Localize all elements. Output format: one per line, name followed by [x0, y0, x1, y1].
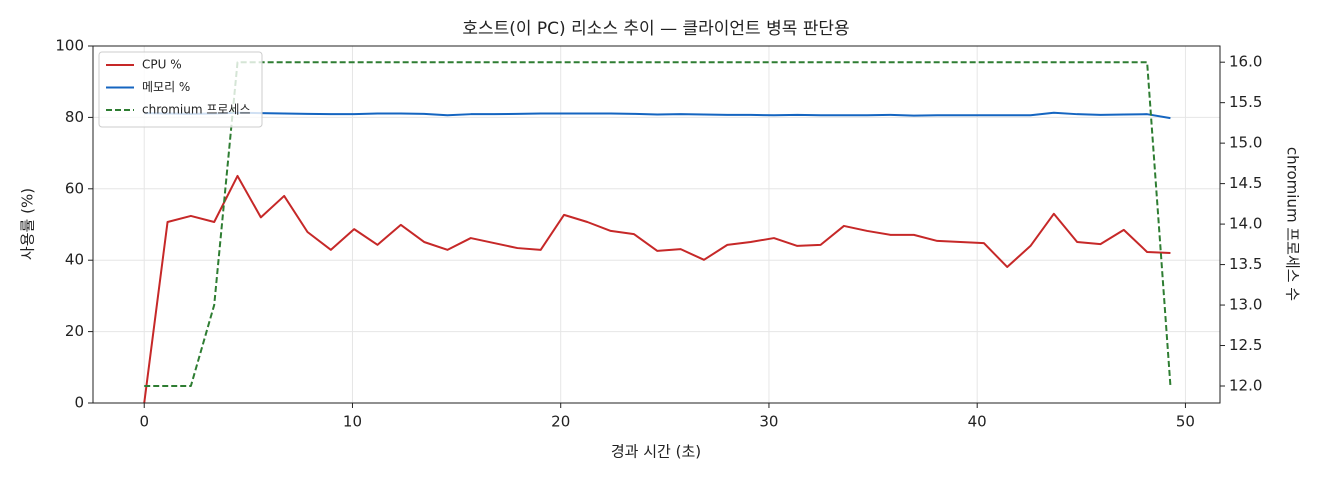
y2-tick-label: 14.5 — [1229, 174, 1262, 192]
x-tick-label: 20 — [551, 413, 570, 431]
x-tick-label: 50 — [1176, 413, 1195, 431]
y2-tick-label: 15.5 — [1229, 93, 1262, 111]
series-line — [144, 61, 1172, 387]
y-axis-label: 사용률 (%) — [19, 188, 37, 260]
y-tick-label: 20 — [65, 322, 84, 340]
y-tick-label: 100 — [55, 37, 84, 55]
legend-frame — [98, 51, 263, 128]
y2-tick-label: 14.0 — [1229, 215, 1262, 233]
y2-axis-label: chromium 프로세스 수 — [1284, 147, 1302, 301]
y2-tick-label: 13.5 — [1229, 255, 1262, 273]
y2-tick-label: 16.0 — [1229, 53, 1262, 71]
y-tick-label: 40 — [65, 251, 84, 269]
x-tick-label: 0 — [139, 413, 149, 431]
legend-label: 메모리 % — [142, 80, 190, 94]
x-axis-label: 경과 시간 (초) — [611, 443, 701, 461]
x-tick-label: 40 — [968, 413, 987, 431]
series-line — [143, 174, 1171, 404]
x-tick-label: 10 — [343, 413, 362, 431]
y2-tick-label: 12.5 — [1229, 336, 1262, 354]
legend: CPU % 메모리 % chromium 프로세스 — [98, 51, 263, 128]
y2-tick-label: 15.0 — [1229, 134, 1262, 152]
y2-tick-label: 13.0 — [1229, 296, 1262, 314]
chart-title: 호스트(이 PC) 리소스 추이 — 클라이언트 병목 판단용 — [462, 19, 849, 39]
legend-label: CPU % — [142, 58, 182, 72]
series-line — [144, 111, 1171, 120]
legend-label: chromium 프로세스 — [142, 103, 251, 117]
y-tick-label: 0 — [74, 394, 84, 412]
y2-tick-label: 12.0 — [1229, 377, 1262, 395]
y-tick-label: 80 — [65, 108, 84, 126]
x-tick-label: 30 — [759, 413, 778, 431]
plot-frame — [92, 45, 1221, 404]
y-tick-label: 60 — [65, 179, 84, 197]
